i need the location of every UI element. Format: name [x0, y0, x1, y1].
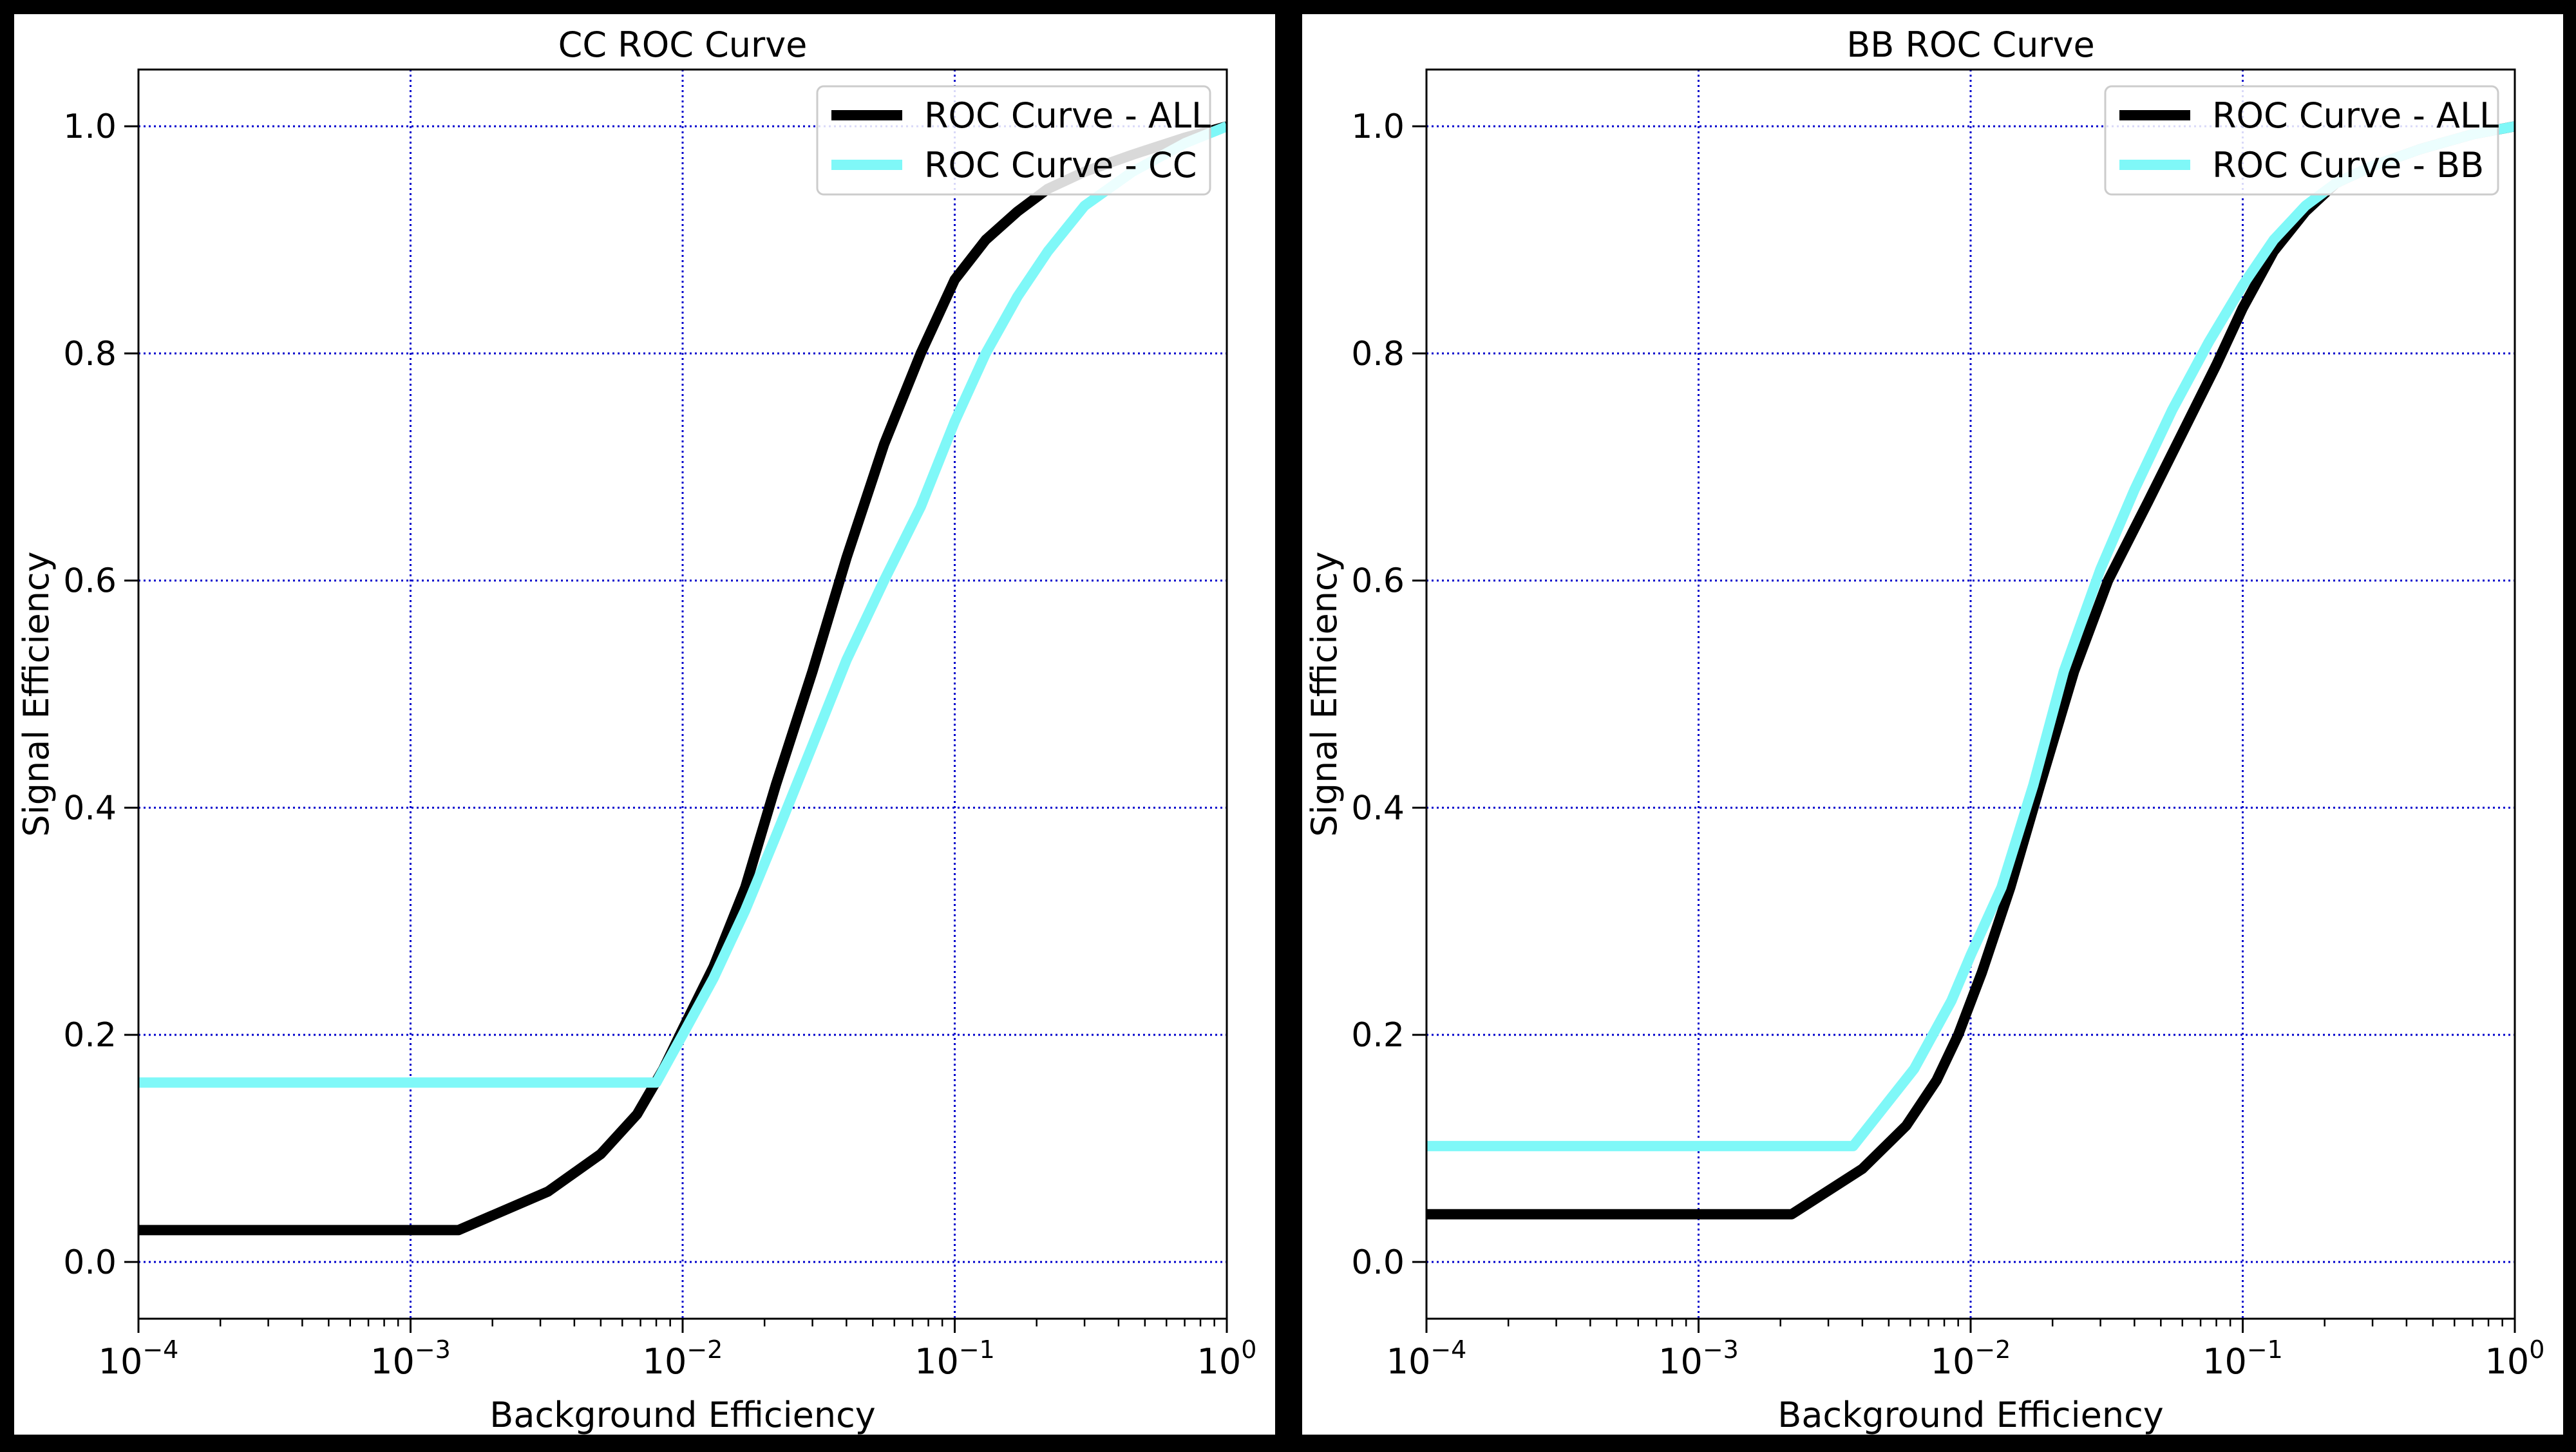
- y-tick-label-1: 0.2: [1351, 1016, 1405, 1055]
- x-tick-label-0: 10−4: [99, 1335, 179, 1382]
- x-tick-label-1: 10−3: [1658, 1335, 1739, 1382]
- legend-label-1: ROC Curve - ALL: [2212, 95, 2499, 136]
- x-tick-label-2: 10−2: [1931, 1335, 2011, 1382]
- x-axis-label: Background Efficiency: [489, 1395, 875, 1435]
- x-tick-label-2: 10−2: [643, 1335, 723, 1382]
- x-tick-label-3: 10−1: [2202, 1335, 2283, 1382]
- legend-box: [2104, 85, 2499, 196]
- chart-panel-1: 10−4 10−3 10−2 10−1 100 0.0 0.2 0.4 0.6 0.8 1.0 CC …: [14, 14, 1275, 1435]
- x-tick-label-3: 10−1: [914, 1335, 995, 1382]
- x-tick-label-4: 100: [2485, 1335, 2545, 1382]
- series-line-signal: [138, 121, 1227, 1088]
- legend-box: [816, 85, 1211, 196]
- x-tick-label-1: 10−3: [370, 1335, 451, 1382]
- x-tick-label-4: 100: [1197, 1335, 1257, 1382]
- panel-background: [1302, 14, 2563, 1435]
- chart-title: CC ROC Curve: [558, 24, 808, 65]
- y-tick-label-3: 0.6: [63, 562, 117, 601]
- panel-background: [14, 14, 1275, 1435]
- y-tick-label-3: 0.6: [1351, 562, 1405, 601]
- legend-label-1: ROC Curve - ALL: [924, 95, 1211, 136]
- y-tick-label-4: 0.8: [63, 335, 117, 373]
- legend-label-2: ROC Curve - CC: [924, 145, 1197, 185]
- legend-label-2: ROC Curve - BB: [2212, 145, 2484, 185]
- y-tick-label-0: 0.0: [63, 1243, 117, 1282]
- chart-panel-2: 10−4 10−3 10−2 10−1 100 0.0 0.2 0.4 0.6 0.8 1.0 BB …: [1302, 14, 2563, 1435]
- chart-title: BB ROC Curve: [1846, 24, 2094, 65]
- x-axis-label: Background Efficiency: [1777, 1395, 2163, 1435]
- y-tick-label-4: 0.8: [1351, 335, 1405, 373]
- y-tick-label-2: 0.4: [63, 789, 117, 827]
- y-tick-label-0: 0.0: [1351, 1243, 1405, 1282]
- y-tick-label-2: 0.4: [1351, 789, 1405, 827]
- x-tick-label-0: 10−4: [1387, 1335, 1467, 1382]
- y-tick-label-1: 0.2: [63, 1016, 117, 1055]
- y-axis-label: Signal Efficiency: [1304, 551, 1345, 836]
- y-axis-label: Signal Efficiency: [16, 551, 57, 836]
- y-tick-label-5: 1.0: [1351, 108, 1405, 146]
- legend: ROC Curve - ALL ROC Curve - BB: [2104, 85, 2499, 196]
- legend: ROC Curve - ALL ROC Curve - CC: [816, 85, 1211, 196]
- y-tick-label-5: 1.0: [63, 108, 117, 146]
